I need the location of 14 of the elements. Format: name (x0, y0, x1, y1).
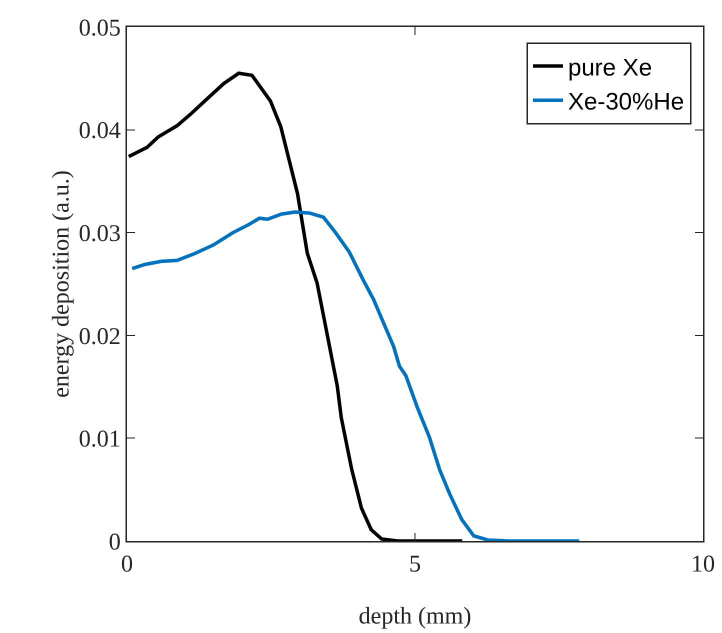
line-series (127, 72, 464, 541)
y-tick-label: 0.05 (78, 15, 121, 42)
line-series (130, 210, 581, 541)
y-tick-label: 0 (108, 529, 121, 556)
legend-label: Xe-30%He (568, 88, 684, 116)
y-tick-label: 0.01 (78, 426, 121, 453)
x-axis-title: depth (mm) (358, 604, 472, 630)
legend-label: pure Xe (568, 54, 652, 82)
x-tick-label: 5 (409, 551, 421, 578)
y-tick-label: 0.02 (78, 324, 121, 350)
y-tick-label: 0.04 (78, 118, 121, 144)
y-tick-label: 0.03 (78, 221, 121, 247)
x-tick-label: 10 (691, 551, 715, 578)
y-axis-title: energy deposition (a.u.) (48, 170, 74, 398)
